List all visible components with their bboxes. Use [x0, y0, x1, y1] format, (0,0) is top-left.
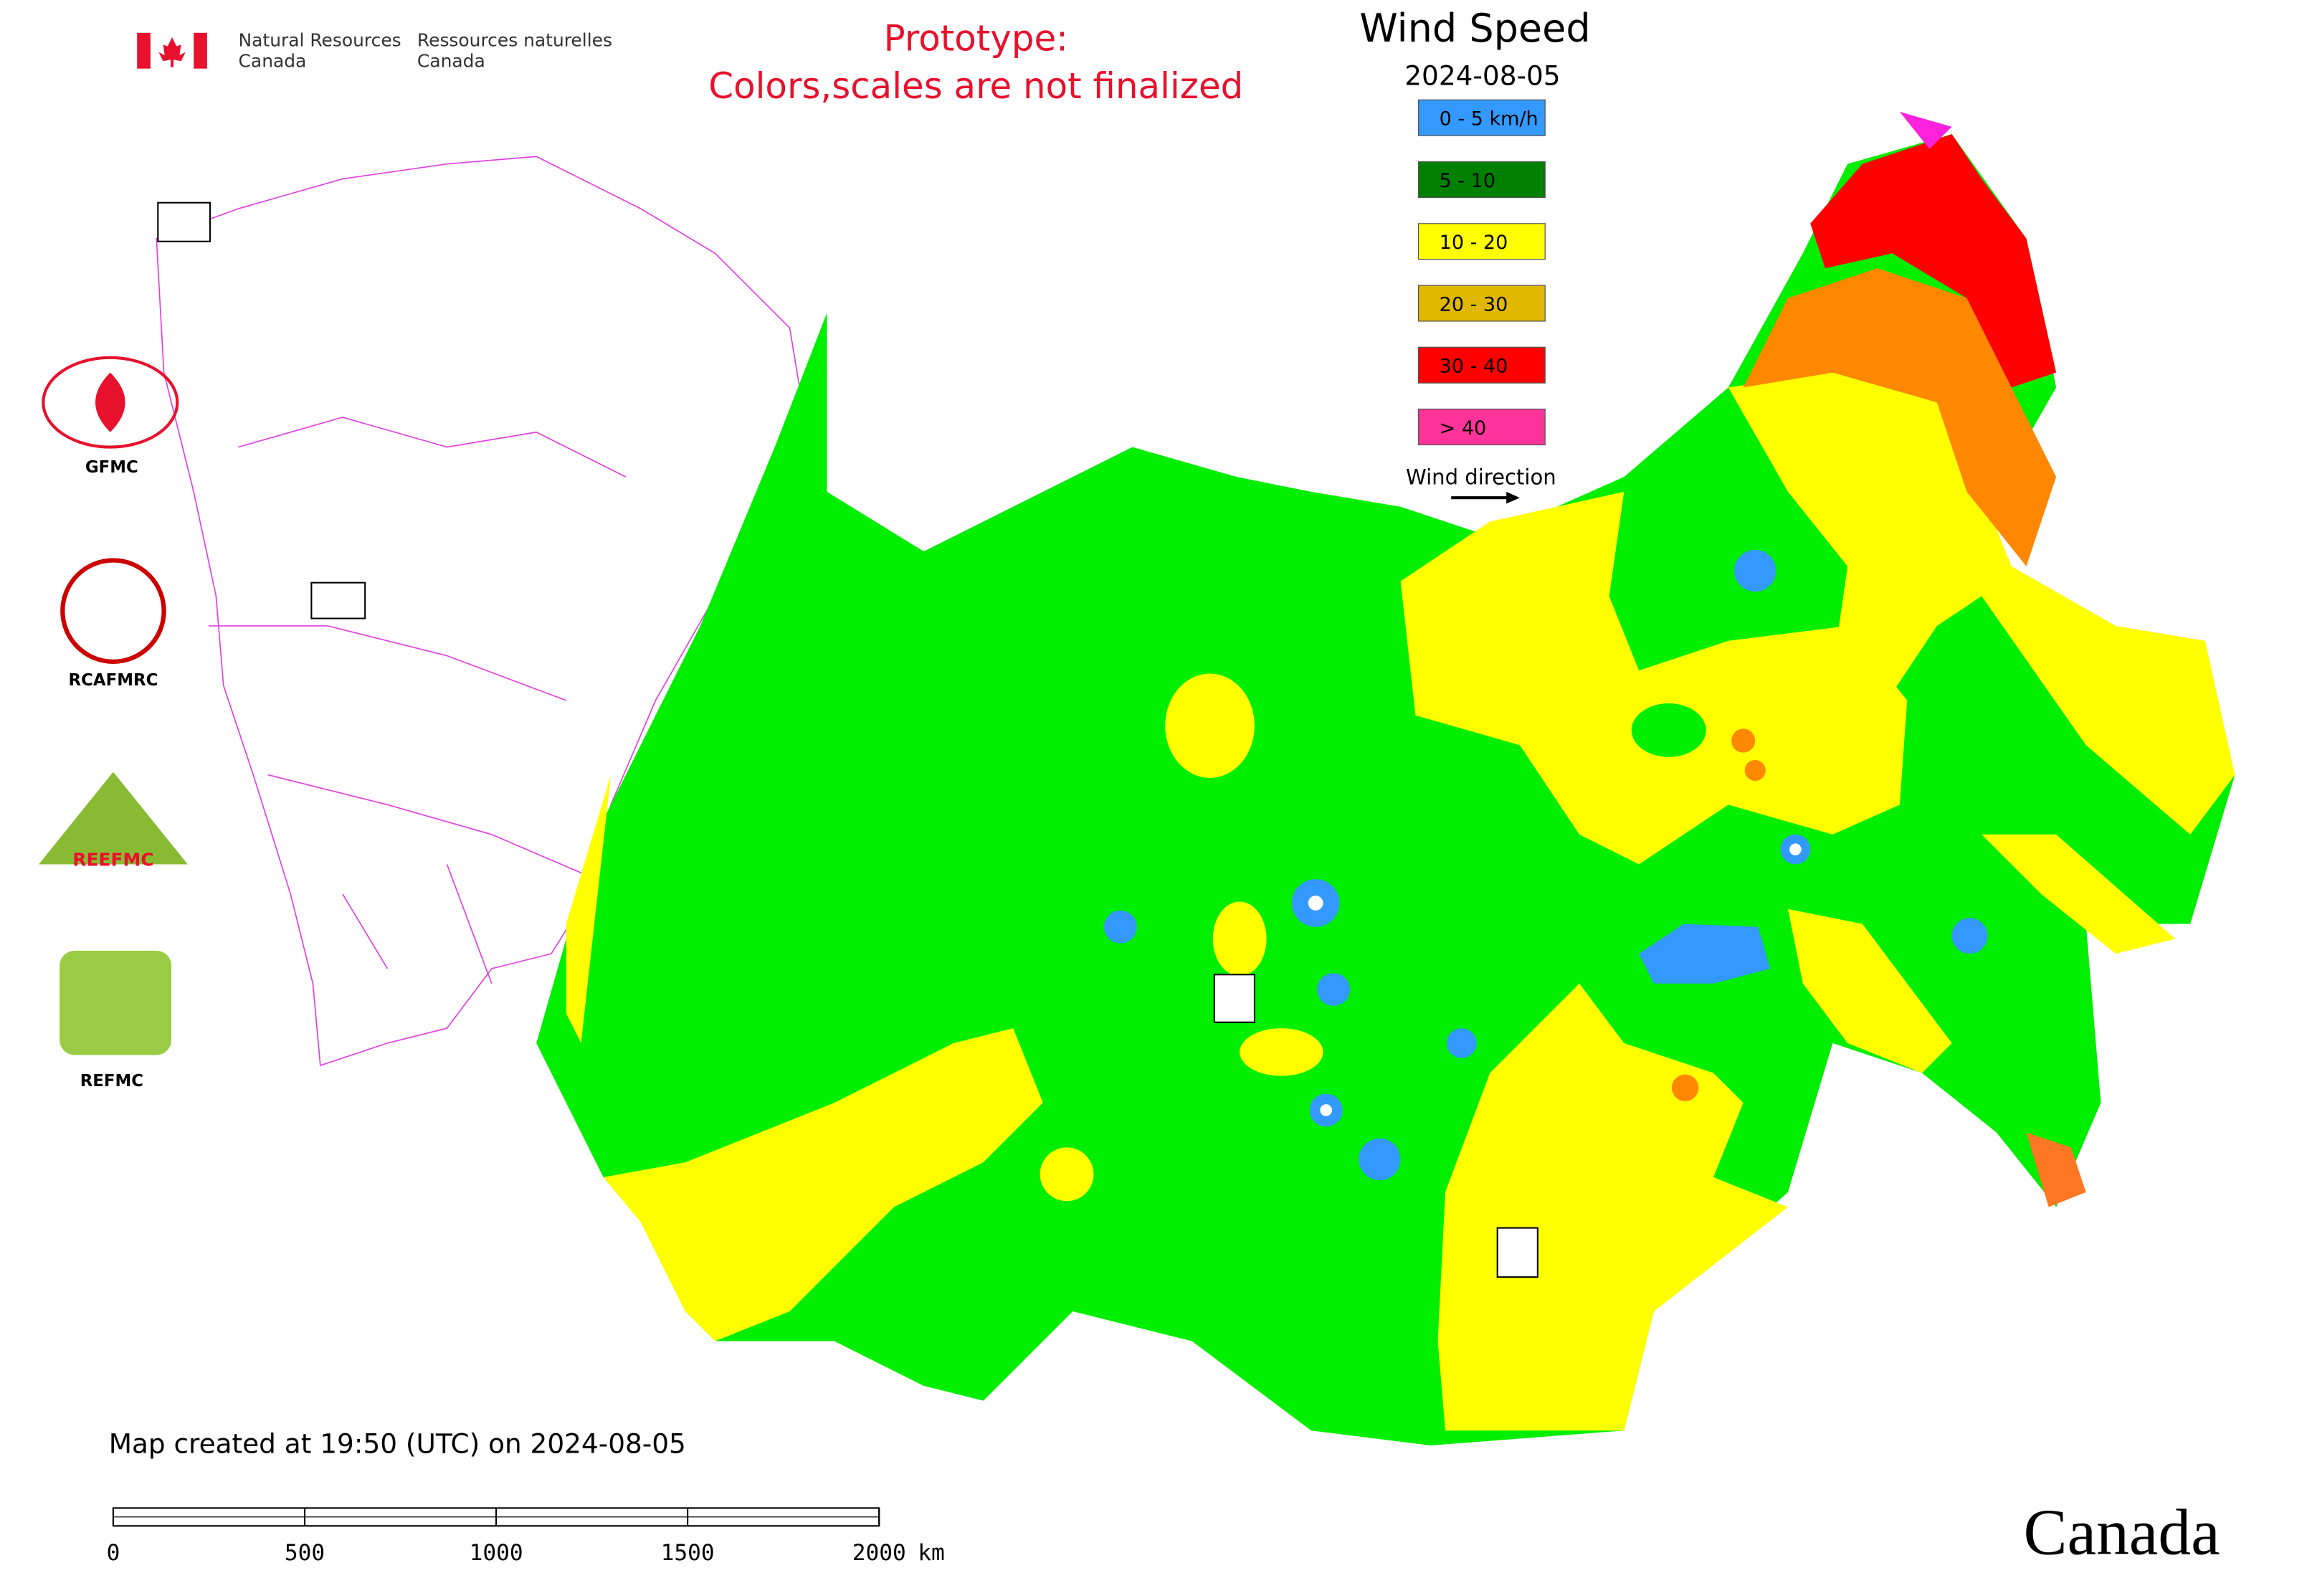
logo-label: GFMC [85, 458, 138, 477]
wind-direction-label: Wind direction [1406, 465, 1556, 490]
legend-swatch [1417, 285, 1546, 322]
legend-label: > 40 [1440, 417, 1487, 440]
legend-swatch [1417, 346, 1546, 384]
scale-label: 0 [107, 1540, 120, 1566]
created-note: Map created at 19:50 (UTC) on 2024-08-05 [109, 1428, 686, 1459]
legend-label: 10 - 20 [1440, 232, 1508, 254]
logo-label: REFMC [80, 1072, 143, 1091]
flag [137, 32, 207, 69]
notice: Prototype: [884, 18, 1068, 60]
agency-en: Canada [239, 51, 307, 72]
scale-label: 2000 [852, 1540, 906, 1566]
legend-label: 30 - 40 [1440, 356, 1508, 378]
agency-en: Natural Resources [239, 29, 401, 50]
wind-arrow [1451, 491, 1520, 504]
legend-swatch [1417, 161, 1546, 199]
logo-label: REEFMC [72, 850, 153, 870]
scale-label: 1500 [661, 1540, 715, 1566]
legend-label: 20 - 30 [1440, 293, 1508, 315]
notice: Colors,scales are not finalized [708, 65, 1243, 107]
scale-label: 1000 [470, 1540, 523, 1566]
wordmark: Canada [2024, 1496, 2220, 1569]
legend-swatch [1417, 223, 1546, 260]
logo-label: RCAFMRC [69, 671, 158, 690]
legend: 0 - 5 km/h 5 - 10 10 - 20 20 - 30 30 - 40 > 4… [1417, 99, 1546, 446]
legend-swatch [1417, 99, 1546, 136]
legend-swatch [1417, 408, 1546, 446]
legend-label: 5 - 10 [1440, 170, 1495, 192]
title: Wind Speed [1359, 6, 1590, 51]
agency-fr: Canada [417, 51, 485, 72]
scale-bar: 0 500 1000 1500 2000 km [107, 1507, 945, 1566]
date: 2024-08-05 [1404, 60, 1560, 92]
agency-fr: Ressources naturelles [417, 29, 612, 50]
logo-icons [39, 201, 1538, 1278]
legend-label: 0 - 5 km/h [1440, 108, 1538, 130]
scale-label: 500 [285, 1540, 325, 1566]
scale-unit: km [918, 1540, 945, 1566]
